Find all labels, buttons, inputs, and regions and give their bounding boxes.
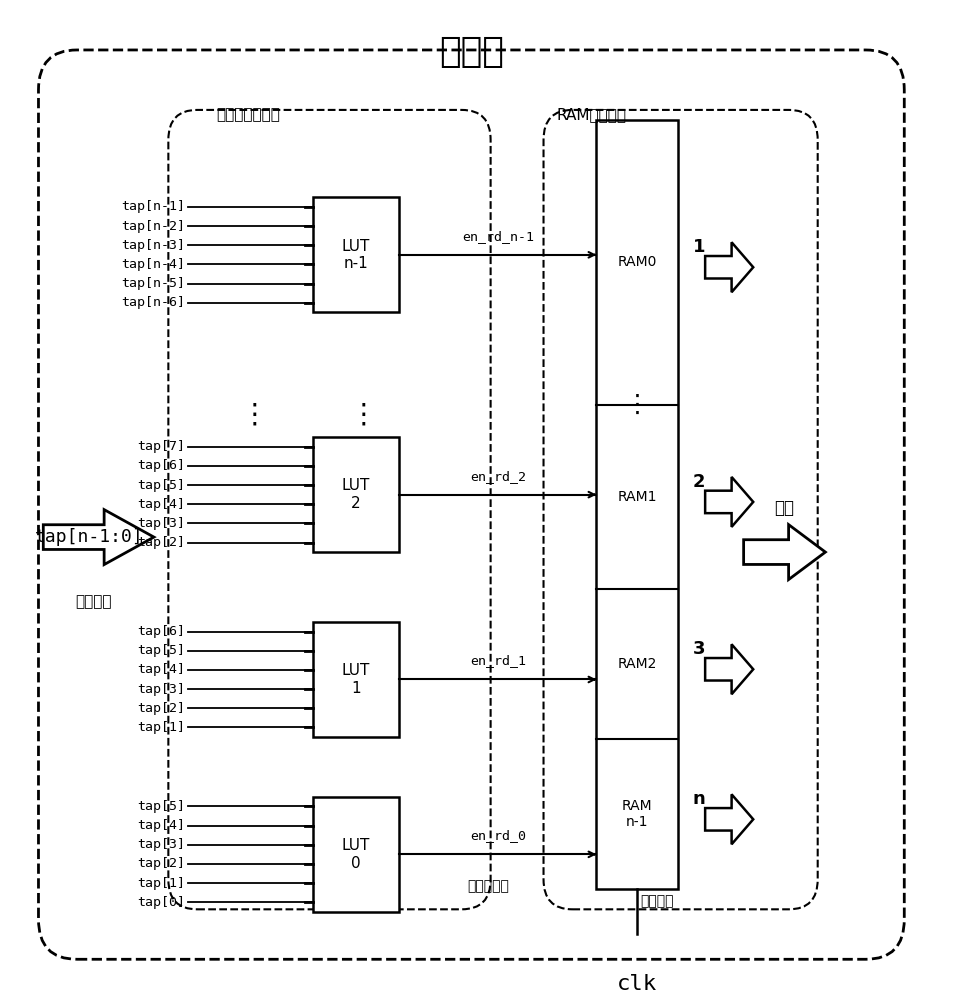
Text: tap[5]: tap[5] bbox=[136, 800, 185, 813]
Text: clk: clk bbox=[617, 974, 656, 994]
Text: tap[6]: tap[6] bbox=[136, 625, 185, 638]
Text: en_rd_1: en_rd_1 bbox=[469, 654, 526, 667]
Text: 查找表筛选电路: 查找表筛选电路 bbox=[216, 107, 280, 122]
Polygon shape bbox=[743, 525, 825, 580]
Text: tap[3]: tap[3] bbox=[136, 683, 185, 696]
Text: tap[3]: tap[3] bbox=[136, 838, 185, 851]
Polygon shape bbox=[704, 644, 752, 694]
Text: 二进制码: 二进制码 bbox=[639, 894, 673, 908]
Text: tap[4]: tap[4] bbox=[136, 498, 185, 511]
Text: 译码器: 译码器 bbox=[438, 35, 504, 69]
Text: 温度计码: 温度计码 bbox=[76, 595, 111, 610]
Text: 3: 3 bbox=[692, 640, 704, 658]
Text: tap[2]: tap[2] bbox=[136, 857, 185, 870]
Text: tap[n-5]: tap[n-5] bbox=[120, 277, 185, 290]
Text: ⋮: ⋮ bbox=[350, 401, 377, 429]
Text: RAM
n-1: RAM n-1 bbox=[622, 799, 652, 829]
Text: tap[2]: tap[2] bbox=[136, 536, 185, 549]
Text: LUT
0: LUT 0 bbox=[341, 838, 370, 871]
Text: 读使能信号: 读使能信号 bbox=[467, 879, 508, 893]
Text: RAM存储电路: RAM存储电路 bbox=[555, 107, 626, 122]
Text: ⋮: ⋮ bbox=[241, 401, 268, 429]
Text: tap[1]: tap[1] bbox=[136, 721, 185, 734]
Text: n: n bbox=[692, 790, 704, 808]
Text: tap[7]: tap[7] bbox=[136, 440, 185, 453]
Text: tap[6]: tap[6] bbox=[136, 459, 185, 472]
Text: tap[n-3]: tap[n-3] bbox=[120, 239, 185, 252]
Polygon shape bbox=[704, 477, 752, 527]
Bar bbox=[312, 797, 399, 912]
Text: RAM0: RAM0 bbox=[617, 255, 656, 269]
Text: tap[5]: tap[5] bbox=[136, 644, 185, 657]
Text: RAM1: RAM1 bbox=[617, 490, 656, 504]
Text: tap[n-1:0]: tap[n-1:0] bbox=[35, 528, 143, 546]
Text: tap[1]: tap[1] bbox=[136, 877, 185, 890]
Text: tap[5]: tap[5] bbox=[136, 479, 185, 492]
Text: en_rd_n-1: en_rd_n-1 bbox=[461, 230, 533, 243]
Text: 总线: 总线 bbox=[774, 499, 794, 517]
Text: tap[2]: tap[2] bbox=[136, 702, 185, 715]
Text: en_rd_2: en_rd_2 bbox=[469, 470, 526, 483]
Text: LUT
2: LUT 2 bbox=[341, 478, 370, 511]
Text: ⋮: ⋮ bbox=[625, 393, 649, 417]
Text: tap[n-1]: tap[n-1] bbox=[120, 200, 185, 213]
Text: tap[n-4]: tap[n-4] bbox=[120, 258, 185, 271]
Polygon shape bbox=[43, 510, 154, 565]
Polygon shape bbox=[704, 794, 752, 844]
Bar bbox=[312, 437, 399, 552]
Text: RAM2: RAM2 bbox=[617, 657, 656, 671]
Text: 1: 1 bbox=[692, 238, 704, 256]
Bar bbox=[596, 120, 678, 889]
Polygon shape bbox=[704, 242, 752, 292]
Text: en_rd_0: en_rd_0 bbox=[469, 829, 526, 842]
Text: tap[3]: tap[3] bbox=[136, 517, 185, 530]
Bar bbox=[312, 622, 399, 737]
Text: tap[n-2]: tap[n-2] bbox=[120, 220, 185, 233]
Text: tap[0]: tap[0] bbox=[136, 896, 185, 909]
Text: tap[n-6]: tap[n-6] bbox=[120, 296, 185, 309]
Text: tap[4]: tap[4] bbox=[136, 663, 185, 676]
Text: tap[4]: tap[4] bbox=[136, 819, 185, 832]
Bar bbox=[312, 197, 399, 312]
Text: 2: 2 bbox=[692, 473, 704, 491]
Text: LUT
1: LUT 1 bbox=[341, 663, 370, 696]
Text: LUT
n-1: LUT n-1 bbox=[341, 239, 370, 271]
